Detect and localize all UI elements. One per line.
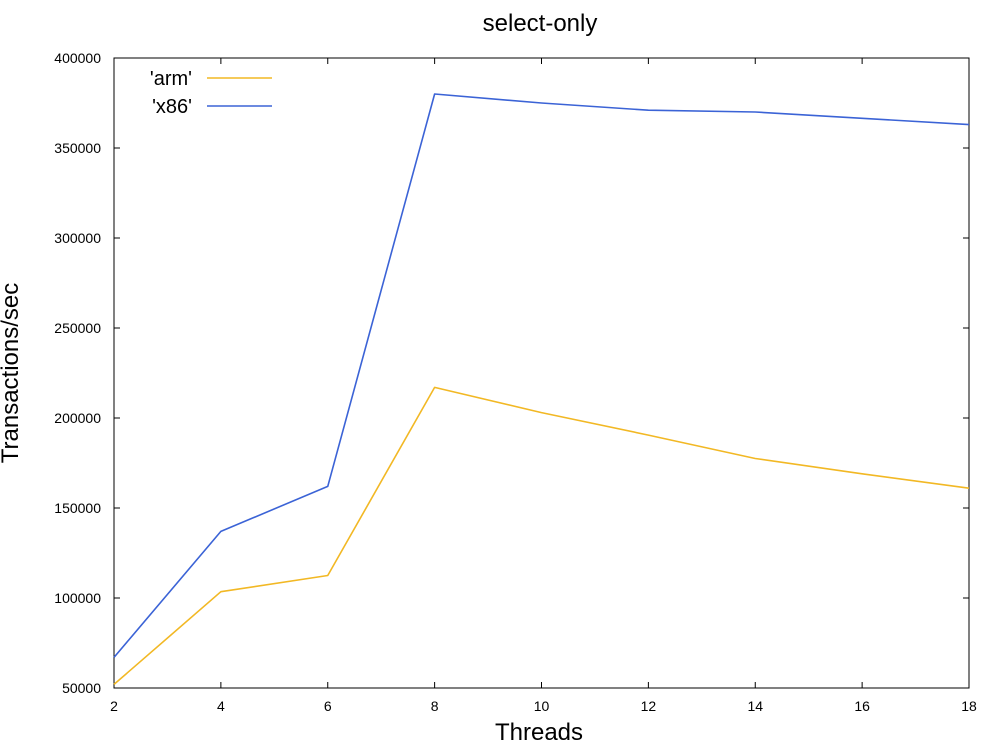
legend-label: 'arm' bbox=[150, 68, 192, 90]
series-line-0 bbox=[113, 386, 970, 686]
chart-title: select-only bbox=[483, 10, 598, 37]
plot-frame bbox=[113, 57, 970, 689]
y-tick-label: 100000 bbox=[54, 590, 101, 606]
y-tick-label: 50000 bbox=[62, 680, 101, 696]
y-tick-label: 350000 bbox=[54, 140, 101, 156]
y-tick-label: 250000 bbox=[54, 320, 101, 336]
series-line-1 bbox=[113, 93, 970, 658]
y-tick-label: 400000 bbox=[54, 50, 101, 66]
y-tick-label: 200000 bbox=[54, 410, 101, 426]
x-tick-label: 14 bbox=[747, 698, 763, 714]
y-axis: 50000 100000 150000 200000 250000 300000 35000… bbox=[54, 50, 969, 696]
x-tick-label: 6 bbox=[324, 698, 332, 714]
y-tick-label: 300000 bbox=[54, 230, 101, 246]
x-axis: 2 4 6 8 10 12 14 16 18 bbox=[110, 58, 977, 714]
legend: 'arm' 'x86' bbox=[150, 68, 272, 118]
x-tick-label: 10 bbox=[534, 698, 550, 714]
x-tick-label: 12 bbox=[641, 698, 657, 714]
x-tick-label: 4 bbox=[217, 698, 225, 714]
x-tick-label: 16 bbox=[854, 698, 870, 714]
series-lines bbox=[113, 93, 970, 686]
x-tick-label: 8 bbox=[431, 698, 439, 714]
x-tick-label: 2 bbox=[110, 698, 118, 714]
y-tick-label: 150000 bbox=[54, 500, 101, 516]
legend-label: 'x86' bbox=[152, 96, 192, 118]
x-axis-label: Threads bbox=[495, 719, 583, 746]
x-tick-label: 18 bbox=[961, 698, 977, 714]
y-axis-label: Transactions/sec bbox=[0, 283, 24, 464]
